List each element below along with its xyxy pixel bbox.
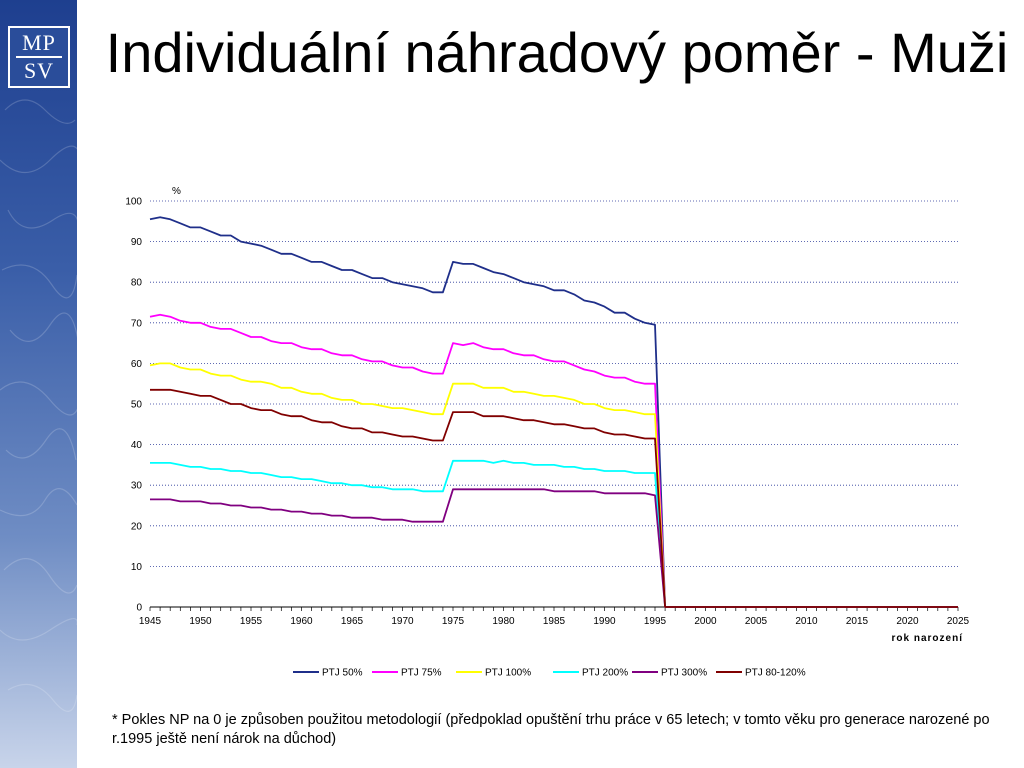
y-tick-label: 30 [131, 481, 143, 492]
y-tick-label: 40 [131, 440, 143, 451]
legend-label: PTJ 50% [322, 668, 363, 679]
x-tick-label: 1980 [492, 616, 515, 627]
y-tick-label: 80 [131, 278, 143, 289]
x-tick-label: 1970 [391, 616, 414, 627]
legend-label: PTJ 80-120% [745, 668, 806, 679]
legend-label: PTJ 200% [582, 668, 628, 679]
x-axis-label: rok narození [892, 633, 964, 644]
legend-label: PTJ 75% [401, 668, 442, 679]
x-tick-label: 1995 [644, 616, 667, 627]
series-line-5 [150, 388, 958, 608]
series-line-4 [150, 488, 958, 608]
chart-container: 0 10 20 30 40 50 60 70 80 90 100 1945 1950 1955 1960 19… [100, 180, 980, 695]
x-tick-label: 2000 [694, 616, 717, 627]
sidebar-band: MP SV [0, 0, 77, 768]
logo-text-bottom: SV [23, 58, 55, 83]
x-tick-label: 1950 [189, 616, 212, 627]
logo-text-top: MP [22, 30, 56, 55]
x-tick-label: 2020 [896, 616, 919, 627]
series-line-2 [149, 362, 958, 608]
line-chart: 0 10 20 30 40 50 60 70 80 90 100 1945 1950 1955 1960 19… [125, 186, 970, 679]
y-axis-unit-label: % [172, 186, 181, 197]
x-tick-label: 1975 [442, 616, 465, 627]
x-tick-label: 1965 [341, 616, 364, 627]
legend-label: PTJ 300% [661, 668, 707, 679]
x-tick-label: 1955 [240, 616, 263, 627]
y-tick-label: 60 [131, 359, 143, 370]
series-line-3 [150, 459, 958, 608]
x-tick-label: 2025 [947, 616, 970, 627]
x-tick-label: 2005 [745, 616, 768, 627]
y-tick-label: 20 [131, 521, 143, 532]
x-tick-label: 2010 [795, 616, 818, 627]
x-tick-label: 1990 [593, 616, 616, 627]
y-tick-label: 0 [136, 603, 142, 614]
y-tick-label: 10 [131, 562, 143, 573]
slide-title: Individuální náhradový poměr - Muži [105, 21, 1009, 84]
x-tick-label: 1945 [139, 616, 162, 627]
series-line-0 [149, 216, 958, 608]
y-tick-label: 100 [125, 197, 142, 208]
y-tick-label: 90 [131, 237, 143, 248]
legend-label: PTJ 100% [485, 668, 531, 679]
x-tick-label: 2015 [846, 616, 869, 627]
mpsv-logo: MP SV [8, 26, 70, 88]
logo-divider [16, 56, 62, 58]
sidebar-decorative-pattern [0, 99, 77, 712]
footnote: * Pokles NP na 0 je způsoben použitou me… [112, 712, 990, 747]
x-tick-label: 1985 [543, 616, 566, 627]
y-tick-label: 50 [131, 400, 143, 411]
y-tick-label: 70 [131, 318, 143, 329]
x-tick-label: 1960 [290, 616, 313, 627]
series-line-1 [149, 313, 958, 608]
